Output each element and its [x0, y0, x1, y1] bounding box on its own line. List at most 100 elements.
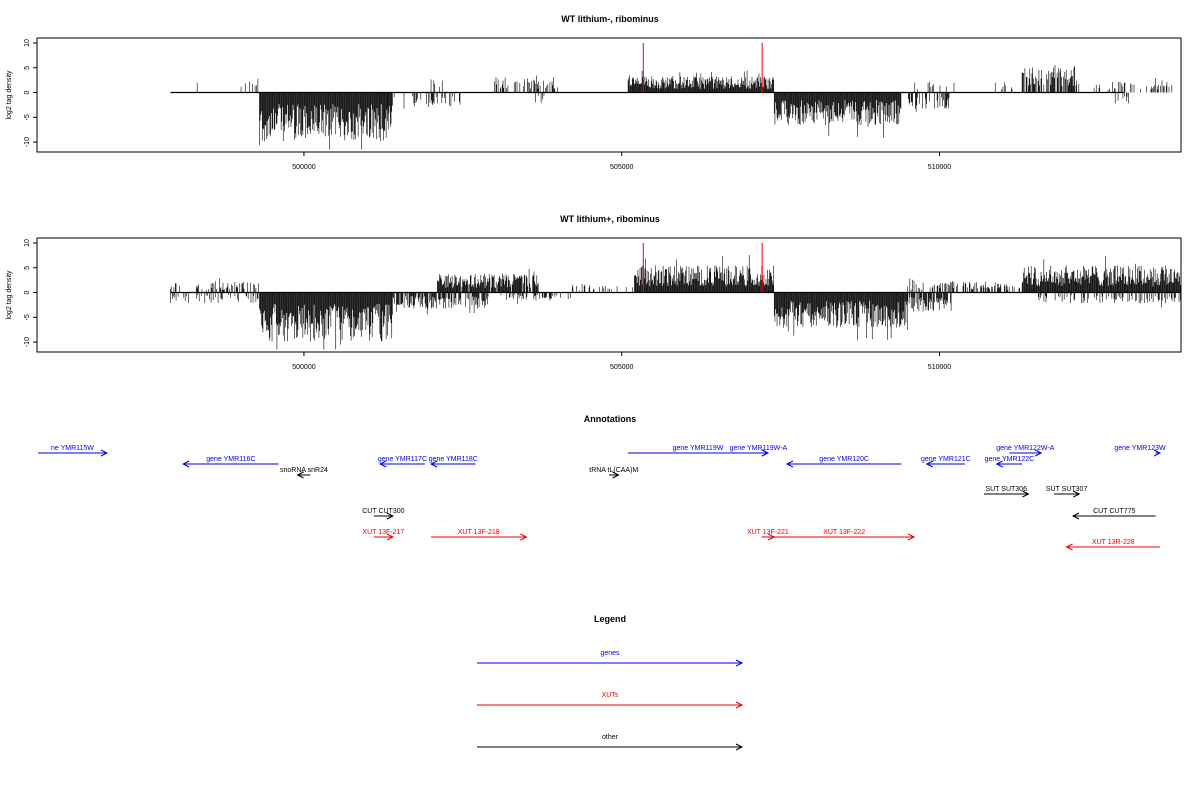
feature-arrowhead — [296, 471, 304, 479]
feature-label: gene YMR119W-A — [730, 445, 788, 452]
legend-arrowhead — [735, 659, 744, 667]
y-axis-label: log2 tag density — [6, 270, 13, 320]
annotation-feature: SUT SUT306 — [983, 486, 1030, 498]
density-bar-group — [908, 92, 950, 112]
feature-arrowhead — [1153, 449, 1162, 457]
feature-label: SUT SUT307 — [1046, 486, 1088, 493]
legend-label: other — [602, 734, 619, 741]
y-tick-label: -10 — [24, 137, 31, 147]
legend-arrowhead — [735, 701, 744, 709]
feature-arrowhead — [1034, 449, 1043, 457]
annotations-track: Annotations ne YMR115W gene YMR116C gene Y… — [38, 414, 1166, 551]
annotation-feature: gene YMR120C — [785, 456, 902, 468]
feature-label: ne YMR115W — [51, 445, 94, 452]
annotation-feature: gene YMR121C — [921, 456, 971, 468]
panel-title: WT lithium+, ribominus — [560, 214, 660, 224]
x-tick-label: 505000 — [610, 164, 633, 171]
track-panel-lithium-plus: WT lithium+, ribominus log2 tag density … — [6, 214, 1182, 371]
annotation-feature: CUT CUT775 — [1071, 508, 1156, 520]
density-bar-group — [907, 292, 952, 312]
feature-arrowhead — [995, 460, 1003, 468]
y-tick-label: -5 — [24, 314, 31, 320]
density-bar-group — [259, 292, 393, 350]
plot-frame — [36, 237, 1182, 353]
marker-lines — [642, 42, 763, 93]
density-bar-group — [773, 292, 908, 341]
legend-entry: other — [477, 734, 744, 751]
density-bar-group — [380, 92, 461, 109]
feature-label: XUT 13F-218 — [458, 529, 500, 536]
feature-arrowhead — [182, 460, 190, 468]
marker-lines — [642, 242, 763, 293]
legend-label: XUTs — [602, 692, 619, 699]
feature-arrowhead — [612, 471, 620, 479]
feature-label: XUT 13R-228 — [1092, 539, 1135, 546]
annotation-feature: XUT 13F-221 — [747, 529, 789, 541]
legend-items: genes XUTs other — [477, 650, 744, 751]
feature-label: CUT CUT300 — [362, 508, 404, 515]
y-tick-label: 10 — [24, 239, 31, 247]
legend-title: Legend — [594, 614, 626, 624]
x-tick-label: 500000 — [292, 164, 315, 171]
track-panel-lithium-minus: WT lithium-, ribominus log2 tag density … — [6, 14, 1182, 171]
feature-label: gene YMR123W — [1114, 445, 1166, 452]
feature-label: tRNA tL(CAA)M — [589, 467, 638, 474]
feature-label: gene YMR118C — [429, 456, 478, 463]
x-tick-label: 505000 — [610, 364, 633, 371]
feature-arrowhead — [768, 533, 776, 541]
annotation-feature: XUT 13R-228 — [1065, 539, 1160, 551]
density-bar-group — [907, 278, 1021, 293]
x-tick-label: 510000 — [928, 164, 951, 171]
feature-arrowhead — [386, 533, 395, 541]
density-bar-group — [627, 70, 774, 93]
axis-ticks: 10 5 0 -5 -10 500000 505000 510000 — [24, 39, 951, 171]
legend-label: genes — [600, 650, 620, 657]
y-tick-label: -10 — [24, 337, 31, 347]
axis-ticks: 10 5 0 -5 -10 500000 505000 510000 — [24, 239, 951, 371]
feature-label: gene YMR122W-A — [996, 445, 1054, 452]
density-bar-group — [392, 292, 489, 315]
y-tick-label: 0 — [24, 290, 31, 294]
panel-title: WT lithium-, ribominus — [561, 14, 659, 24]
density-bar-group — [773, 92, 902, 138]
y-tick-label: -5 — [24, 114, 31, 120]
feature-arrowhead — [379, 460, 387, 468]
feature-arrowhead — [761, 449, 770, 457]
feature-label: gene YMR117C — [378, 456, 427, 463]
annotation-feature: CUT CUT300 — [362, 508, 405, 520]
legend: Legend genes XUTs other — [477, 614, 744, 751]
y-axis-label: log2 tag density — [6, 70, 13, 120]
annotation-feature: gene YMR122W-A — [996, 445, 1055, 457]
density-bar-group — [535, 92, 545, 103]
density-bar-group — [1038, 292, 1181, 308]
density-bars — [170, 65, 1173, 150]
x-tick-label: 510000 — [928, 364, 951, 371]
annotation-feature: gene YMR119W-A — [730, 445, 788, 457]
feature-arrowhead — [1071, 512, 1080, 520]
feature-arrowhead — [1065, 543, 1073, 551]
annotation-feature: gene YMR117C — [378, 456, 427, 468]
feature-label: XUT 13F-221 — [747, 529, 789, 536]
feature-label: XUT 13F-222 — [823, 529, 865, 536]
feature-label: CUT CUT775 — [1093, 508, 1135, 515]
y-tick-label: 5 — [24, 266, 31, 270]
feature-arrowhead — [925, 460, 934, 468]
feature-label: gene YMR121C — [921, 456, 971, 463]
feature-label: SUT SUT306 — [985, 486, 1027, 493]
density-bar-group — [240, 78, 259, 93]
density-bar-group — [994, 82, 1013, 93]
feature-arrowhead — [785, 460, 794, 468]
density-bar-group — [500, 292, 571, 304]
annotations-title: Annotations — [584, 414, 637, 424]
density-bars — [170, 254, 1181, 350]
annotation-feature: XUT 13F-217 — [362, 529, 404, 541]
density-bar-group — [1093, 78, 1173, 93]
feature-label: snoRNA snR24 — [280, 467, 328, 474]
density-bar-group — [1114, 92, 1129, 104]
density-bar-group — [914, 81, 955, 93]
annotation-feature: SUT SUT307 — [1046, 486, 1088, 498]
feature-label: XUT 13F-217 — [362, 529, 404, 536]
density-bar-group — [571, 284, 633, 293]
